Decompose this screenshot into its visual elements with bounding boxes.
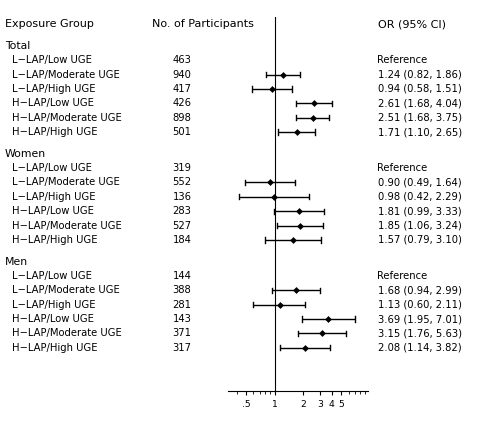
Text: H−LAP/High UGE: H−LAP/High UGE	[12, 343, 98, 353]
Text: H−LAP/Low UGE: H−LAP/Low UGE	[12, 206, 94, 216]
Text: H−LAP/Moderate UGE: H−LAP/Moderate UGE	[12, 329, 122, 338]
Text: H−LAP/Moderate UGE: H−LAP/Moderate UGE	[12, 221, 122, 231]
Text: 940: 940	[172, 70, 192, 79]
Text: 3.69 (1.95, 7.01): 3.69 (1.95, 7.01)	[378, 314, 462, 324]
Text: Reference: Reference	[378, 271, 428, 281]
Text: 1.71 (1.10, 2.65): 1.71 (1.10, 2.65)	[378, 127, 462, 137]
Text: 426: 426	[172, 98, 192, 108]
Text: L−LAP/High UGE: L−LAP/High UGE	[12, 192, 96, 202]
Text: Reference: Reference	[378, 55, 428, 65]
Text: L−LAP/Low UGE: L−LAP/Low UGE	[12, 163, 92, 173]
Text: 1.81 (0.99, 3.33): 1.81 (0.99, 3.33)	[378, 206, 461, 216]
Text: 144: 144	[172, 271, 192, 281]
Text: 1.85 (1.06, 3.24): 1.85 (1.06, 3.24)	[378, 221, 461, 231]
Text: 527: 527	[172, 221, 192, 231]
Text: H−LAP/High UGE: H−LAP/High UGE	[12, 235, 98, 245]
Text: Reference: Reference	[378, 163, 428, 173]
Text: 281: 281	[172, 300, 192, 310]
Text: L−LAP/Moderate UGE: L−LAP/Moderate UGE	[12, 285, 120, 295]
Text: 0.94 (0.58, 1.51): 0.94 (0.58, 1.51)	[378, 84, 461, 94]
Text: Total: Total	[5, 41, 30, 51]
Text: 184: 184	[172, 235, 192, 245]
Text: Men: Men	[5, 257, 28, 266]
Text: 417: 417	[172, 84, 192, 94]
Text: L−LAP/Moderate UGE: L−LAP/Moderate UGE	[12, 177, 120, 187]
Text: 2.51 (1.68, 3.75): 2.51 (1.68, 3.75)	[378, 113, 462, 123]
Text: Exposure Group: Exposure Group	[5, 19, 94, 29]
Text: No. of Participants: No. of Participants	[152, 19, 254, 29]
Text: 1.68 (0.94, 2.99): 1.68 (0.94, 2.99)	[378, 285, 462, 295]
Text: H−LAP/Moderate UGE: H−LAP/Moderate UGE	[12, 113, 122, 123]
Text: 136: 136	[172, 192, 192, 202]
Text: H−LAP/Low UGE: H−LAP/Low UGE	[12, 314, 94, 324]
Text: L−LAP/High UGE: L−LAP/High UGE	[12, 84, 96, 94]
Text: 1.24 (0.82, 1.86): 1.24 (0.82, 1.86)	[378, 70, 461, 79]
Text: 388: 388	[172, 285, 191, 295]
Text: 319: 319	[172, 163, 192, 173]
Text: H−LAP/High UGE: H−LAP/High UGE	[12, 127, 98, 137]
Text: 1.57 (0.79, 3.10): 1.57 (0.79, 3.10)	[378, 235, 462, 245]
Text: L−LAP/Low UGE: L−LAP/Low UGE	[12, 271, 92, 281]
Text: L−LAP/High UGE: L−LAP/High UGE	[12, 300, 96, 310]
Text: 463: 463	[172, 55, 192, 65]
Text: 3.15 (1.76, 5.63): 3.15 (1.76, 5.63)	[378, 329, 462, 338]
Text: 2.61 (1.68, 4.04): 2.61 (1.68, 4.04)	[378, 98, 461, 108]
Text: L−LAP/Moderate UGE: L−LAP/Moderate UGE	[12, 70, 120, 79]
Text: L−LAP/Low UGE: L−LAP/Low UGE	[12, 55, 92, 65]
Text: OR (95% CI): OR (95% CI)	[378, 19, 446, 29]
Text: 0.90 (0.49, 1.64): 0.90 (0.49, 1.64)	[378, 177, 461, 187]
Text: Women: Women	[5, 149, 46, 159]
Text: 1.13 (0.60, 2.11): 1.13 (0.60, 2.11)	[378, 300, 462, 310]
Text: 371: 371	[172, 329, 192, 338]
Text: 501: 501	[172, 127, 192, 137]
Text: 552: 552	[172, 177, 192, 187]
Text: 283: 283	[172, 206, 192, 216]
Text: 898: 898	[172, 113, 192, 123]
Text: 2.08 (1.14, 3.82): 2.08 (1.14, 3.82)	[378, 343, 461, 353]
Text: 0.98 (0.42, 2.29): 0.98 (0.42, 2.29)	[378, 192, 461, 202]
Text: 143: 143	[172, 314, 192, 324]
Text: 317: 317	[172, 343, 192, 353]
Text: H−LAP/Low UGE: H−LAP/Low UGE	[12, 98, 94, 108]
